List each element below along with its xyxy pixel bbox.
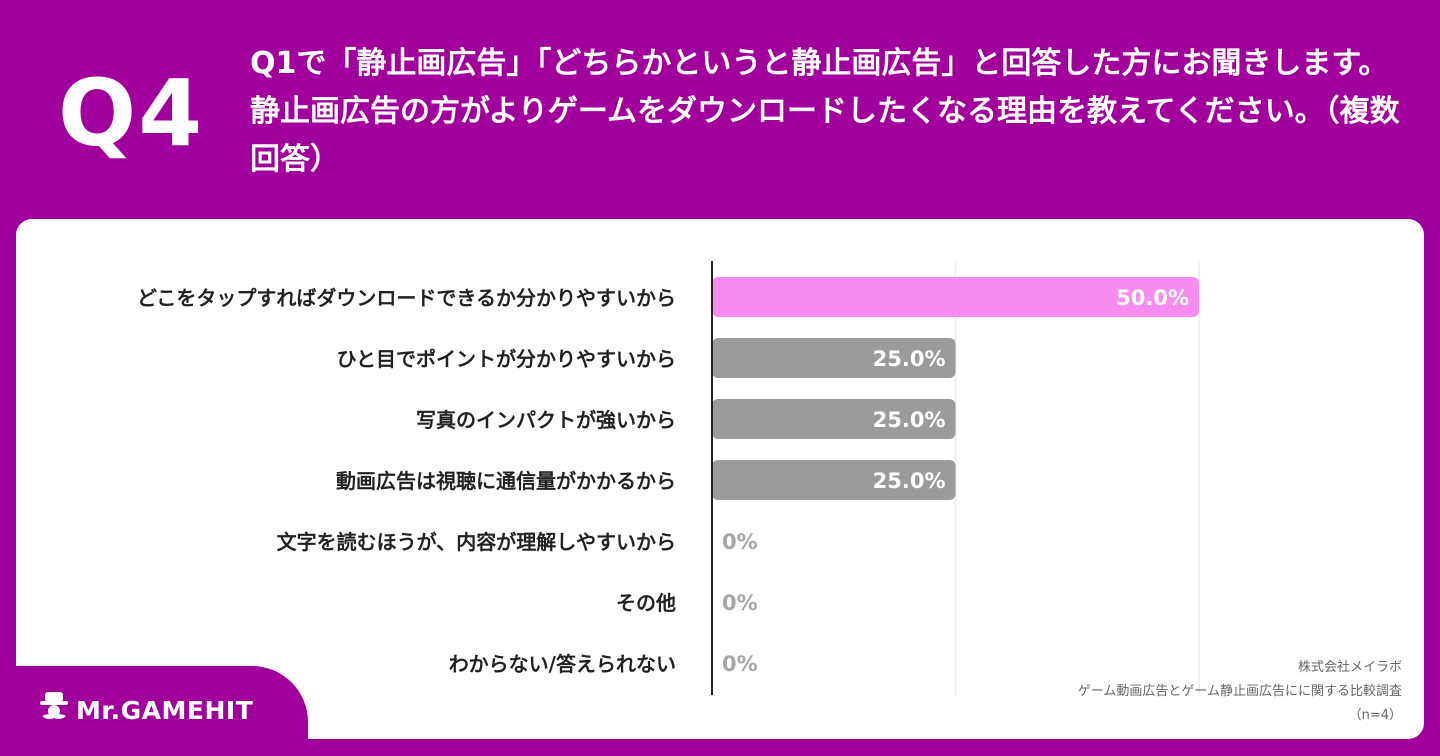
data-label: 0% [722,591,758,615]
source-company: 株式会社メイラボ [1297,660,1402,675]
brand-logo-text: Mr.GAMEHIT [76,696,254,725]
source-survey: ゲーム動画広告とゲーム静止画広告にに関する比較調査 [1077,684,1402,699]
question-text: Q1で「静止画広告」「どちらかというと静止画広告」と回答した方にお聞きします。静… [250,46,1400,177]
chart-panel: どこをタップすればダウンロードできるか分かりやすいから 50.0% ひと目でポイント… [16,219,1424,739]
sample-size: （n=4） [1348,708,1402,723]
data-label: 50.0% [1116,286,1189,310]
data-label: 25.0% [873,347,946,371]
category-label: 文字を読むほうが、内容が理解しやすいから [277,530,676,554]
data-label: 25.0% [873,408,946,432]
category-label: ひと目でポイントが分かりやすいから [337,347,676,371]
mascot-icon [40,692,68,720]
bar [712,399,956,439]
data-label: 0% [722,652,758,676]
category-label: わからない/答えられない [449,652,676,676]
question-number: Q4 [58,60,205,167]
bar [712,338,956,378]
category-label: その他 [616,591,676,615]
bar [712,460,956,500]
bar [712,277,1199,317]
bar-chart: どこをタップすればダウンロードできるか分かりやすいから 50.0% ひと目でポイント… [137,261,1200,695]
data-label: 0% [722,530,758,554]
category-label: 動画広告は視聴に通信量がかかるから [336,469,676,493]
brand-tab: Mr.GAMEHIT [16,666,308,740]
category-label: 写真のインパクトが強いから [416,408,676,432]
category-label: どこをタップすればダウンロードできるか分かりやすいから [137,286,676,310]
data-label: 25.0% [873,469,946,493]
